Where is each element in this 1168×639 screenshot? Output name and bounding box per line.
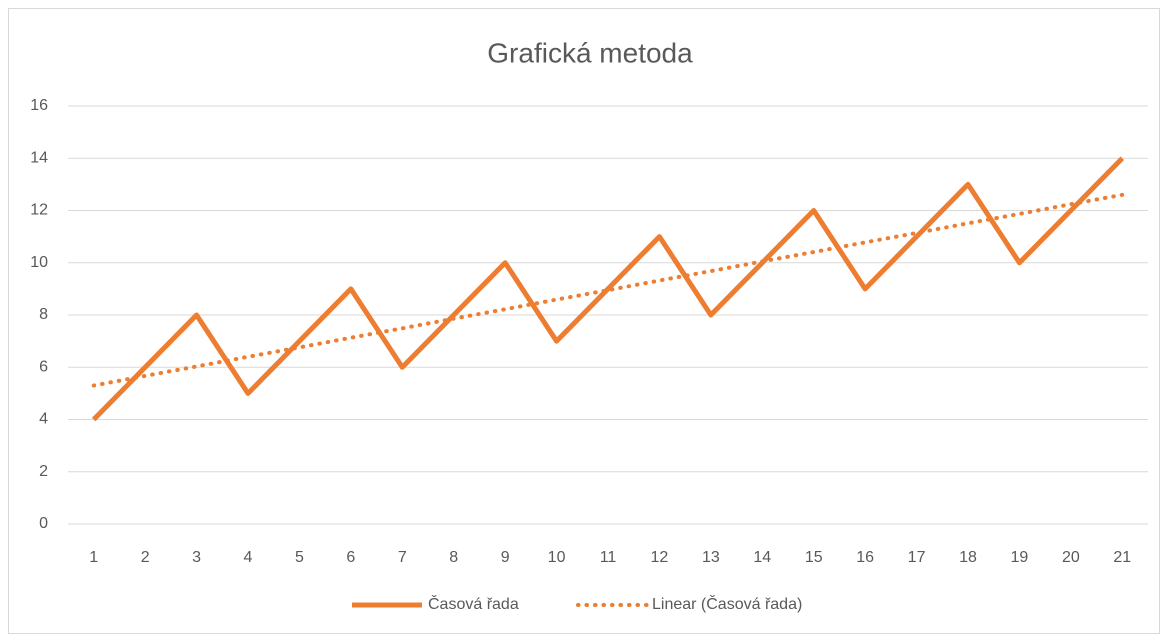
x-tick-label: 11 bbox=[600, 549, 617, 566]
x-tick-label: 3 bbox=[192, 549, 201, 566]
x-tick-label: 7 bbox=[398, 549, 407, 566]
x-tick-label: 14 bbox=[753, 549, 771, 566]
y-tick-label: 12 bbox=[30, 202, 48, 219]
y-tick-label: 4 bbox=[39, 411, 48, 428]
x-tick-label: 6 bbox=[346, 549, 355, 566]
x-tick-label: 2 bbox=[141, 549, 150, 566]
y-tick-label: 8 bbox=[39, 306, 48, 323]
y-tick-label: 10 bbox=[30, 254, 48, 271]
x-tick-label: 4 bbox=[244, 549, 253, 566]
x-tick-label: 21 bbox=[1113, 549, 1131, 566]
y-tick-label: 14 bbox=[30, 149, 48, 166]
legend-label: Časová řada bbox=[428, 594, 519, 613]
x-tick-label: 12 bbox=[651, 549, 669, 566]
x-tick-label: 20 bbox=[1062, 549, 1080, 566]
x-tick-label: 19 bbox=[1011, 549, 1029, 566]
chart-border bbox=[8, 8, 1160, 634]
legend-label: Linear (Časová řada) bbox=[652, 594, 802, 613]
y-tick-label: 2 bbox=[39, 463, 48, 480]
x-tick-label: 13 bbox=[702, 549, 720, 566]
y-tick-label: 6 bbox=[39, 358, 48, 375]
x-tick-label: 17 bbox=[908, 549, 926, 566]
x-tick-label: 15 bbox=[805, 549, 823, 566]
series-line bbox=[91, 156, 1125, 422]
x-tick-label: 16 bbox=[856, 549, 874, 566]
chart-title: Grafická metoda bbox=[487, 37, 693, 68]
y-tick-label: 16 bbox=[30, 97, 48, 114]
x-tick-label: 1 bbox=[89, 549, 98, 566]
y-tick-label: 0 bbox=[39, 515, 48, 532]
x-tick-label: 8 bbox=[449, 549, 458, 566]
x-tick-label: 10 bbox=[548, 549, 566, 566]
x-tick-label: 5 bbox=[295, 549, 304, 566]
x-tick-label: 9 bbox=[501, 549, 510, 566]
x-tick-label: 18 bbox=[959, 549, 977, 566]
